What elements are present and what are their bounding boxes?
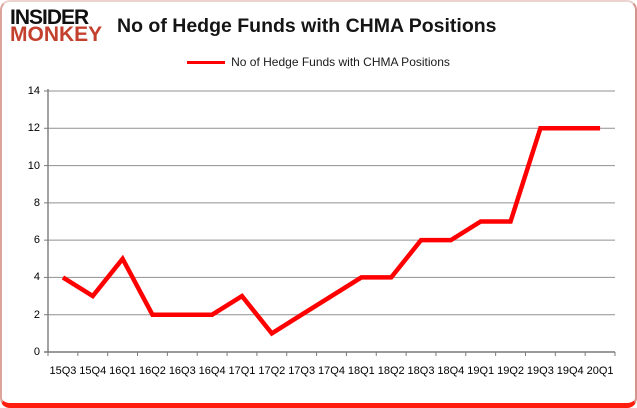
x-tick-label: 15Q3	[49, 365, 77, 377]
x-tick-label: 19Q2	[497, 365, 524, 377]
x-tick-label: 16Q1	[109, 365, 137, 377]
x-tick-label: 19Q4	[556, 365, 584, 377]
data-series-line	[61, 126, 601, 337]
y-tick-label: 14	[27, 85, 40, 97]
x-tick-label: 17Q2	[258, 365, 286, 377]
x-tick-label: 20Q1	[586, 365, 614, 377]
x-tick-label: 19Q1	[467, 365, 495, 377]
x-tick-label: 16Q2	[138, 365, 166, 377]
y-tick-label: 10	[27, 159, 40, 172]
x-tick-label: 18Q4	[437, 365, 465, 377]
insider-monkey-logo: INSIDER MONKEY	[10, 6, 103, 47]
x-tick-label: 17Q1	[228, 365, 256, 377]
x-tick-label: 19Q3	[526, 365, 554, 377]
y-tick-label: 2	[33, 308, 40, 321]
x-tick-label: 15Q4	[79, 365, 107, 377]
y-tick-label: 6	[33, 234, 40, 247]
legend: No of Hedge Funds with CHMA Positions	[2, 54, 635, 70]
legend-label: No of Hedge Funds with CHMA Positions	[231, 55, 450, 69]
x-tick-label: 16Q3	[168, 365, 196, 377]
x-tick-label: 18Q1	[347, 365, 375, 377]
x-tick-label: 17Q3	[288, 365, 316, 377]
logo-monkey-text: MONKEY	[10, 23, 103, 47]
legend-line-swatch	[187, 60, 226, 64]
chart-title: No of Hedge Funds with CHMA Positions	[117, 15, 497, 37]
logo-insider-text: INSIDER	[10, 6, 89, 29]
line-chart-svg	[44, 89, 616, 356]
y-tick-label: 12	[27, 122, 40, 135]
x-tick-label: 18Q2	[377, 365, 405, 377]
x-tick-label: 17Q4	[318, 365, 345, 377]
y-tick-label: 4	[33, 271, 40, 284]
y-tick-label: 8	[33, 196, 40, 209]
x-tick-label: 16Q4	[198, 365, 226, 377]
y-tick-label: 0	[33, 346, 40, 358]
x-tick-label: 18Q3	[407, 365, 435, 377]
